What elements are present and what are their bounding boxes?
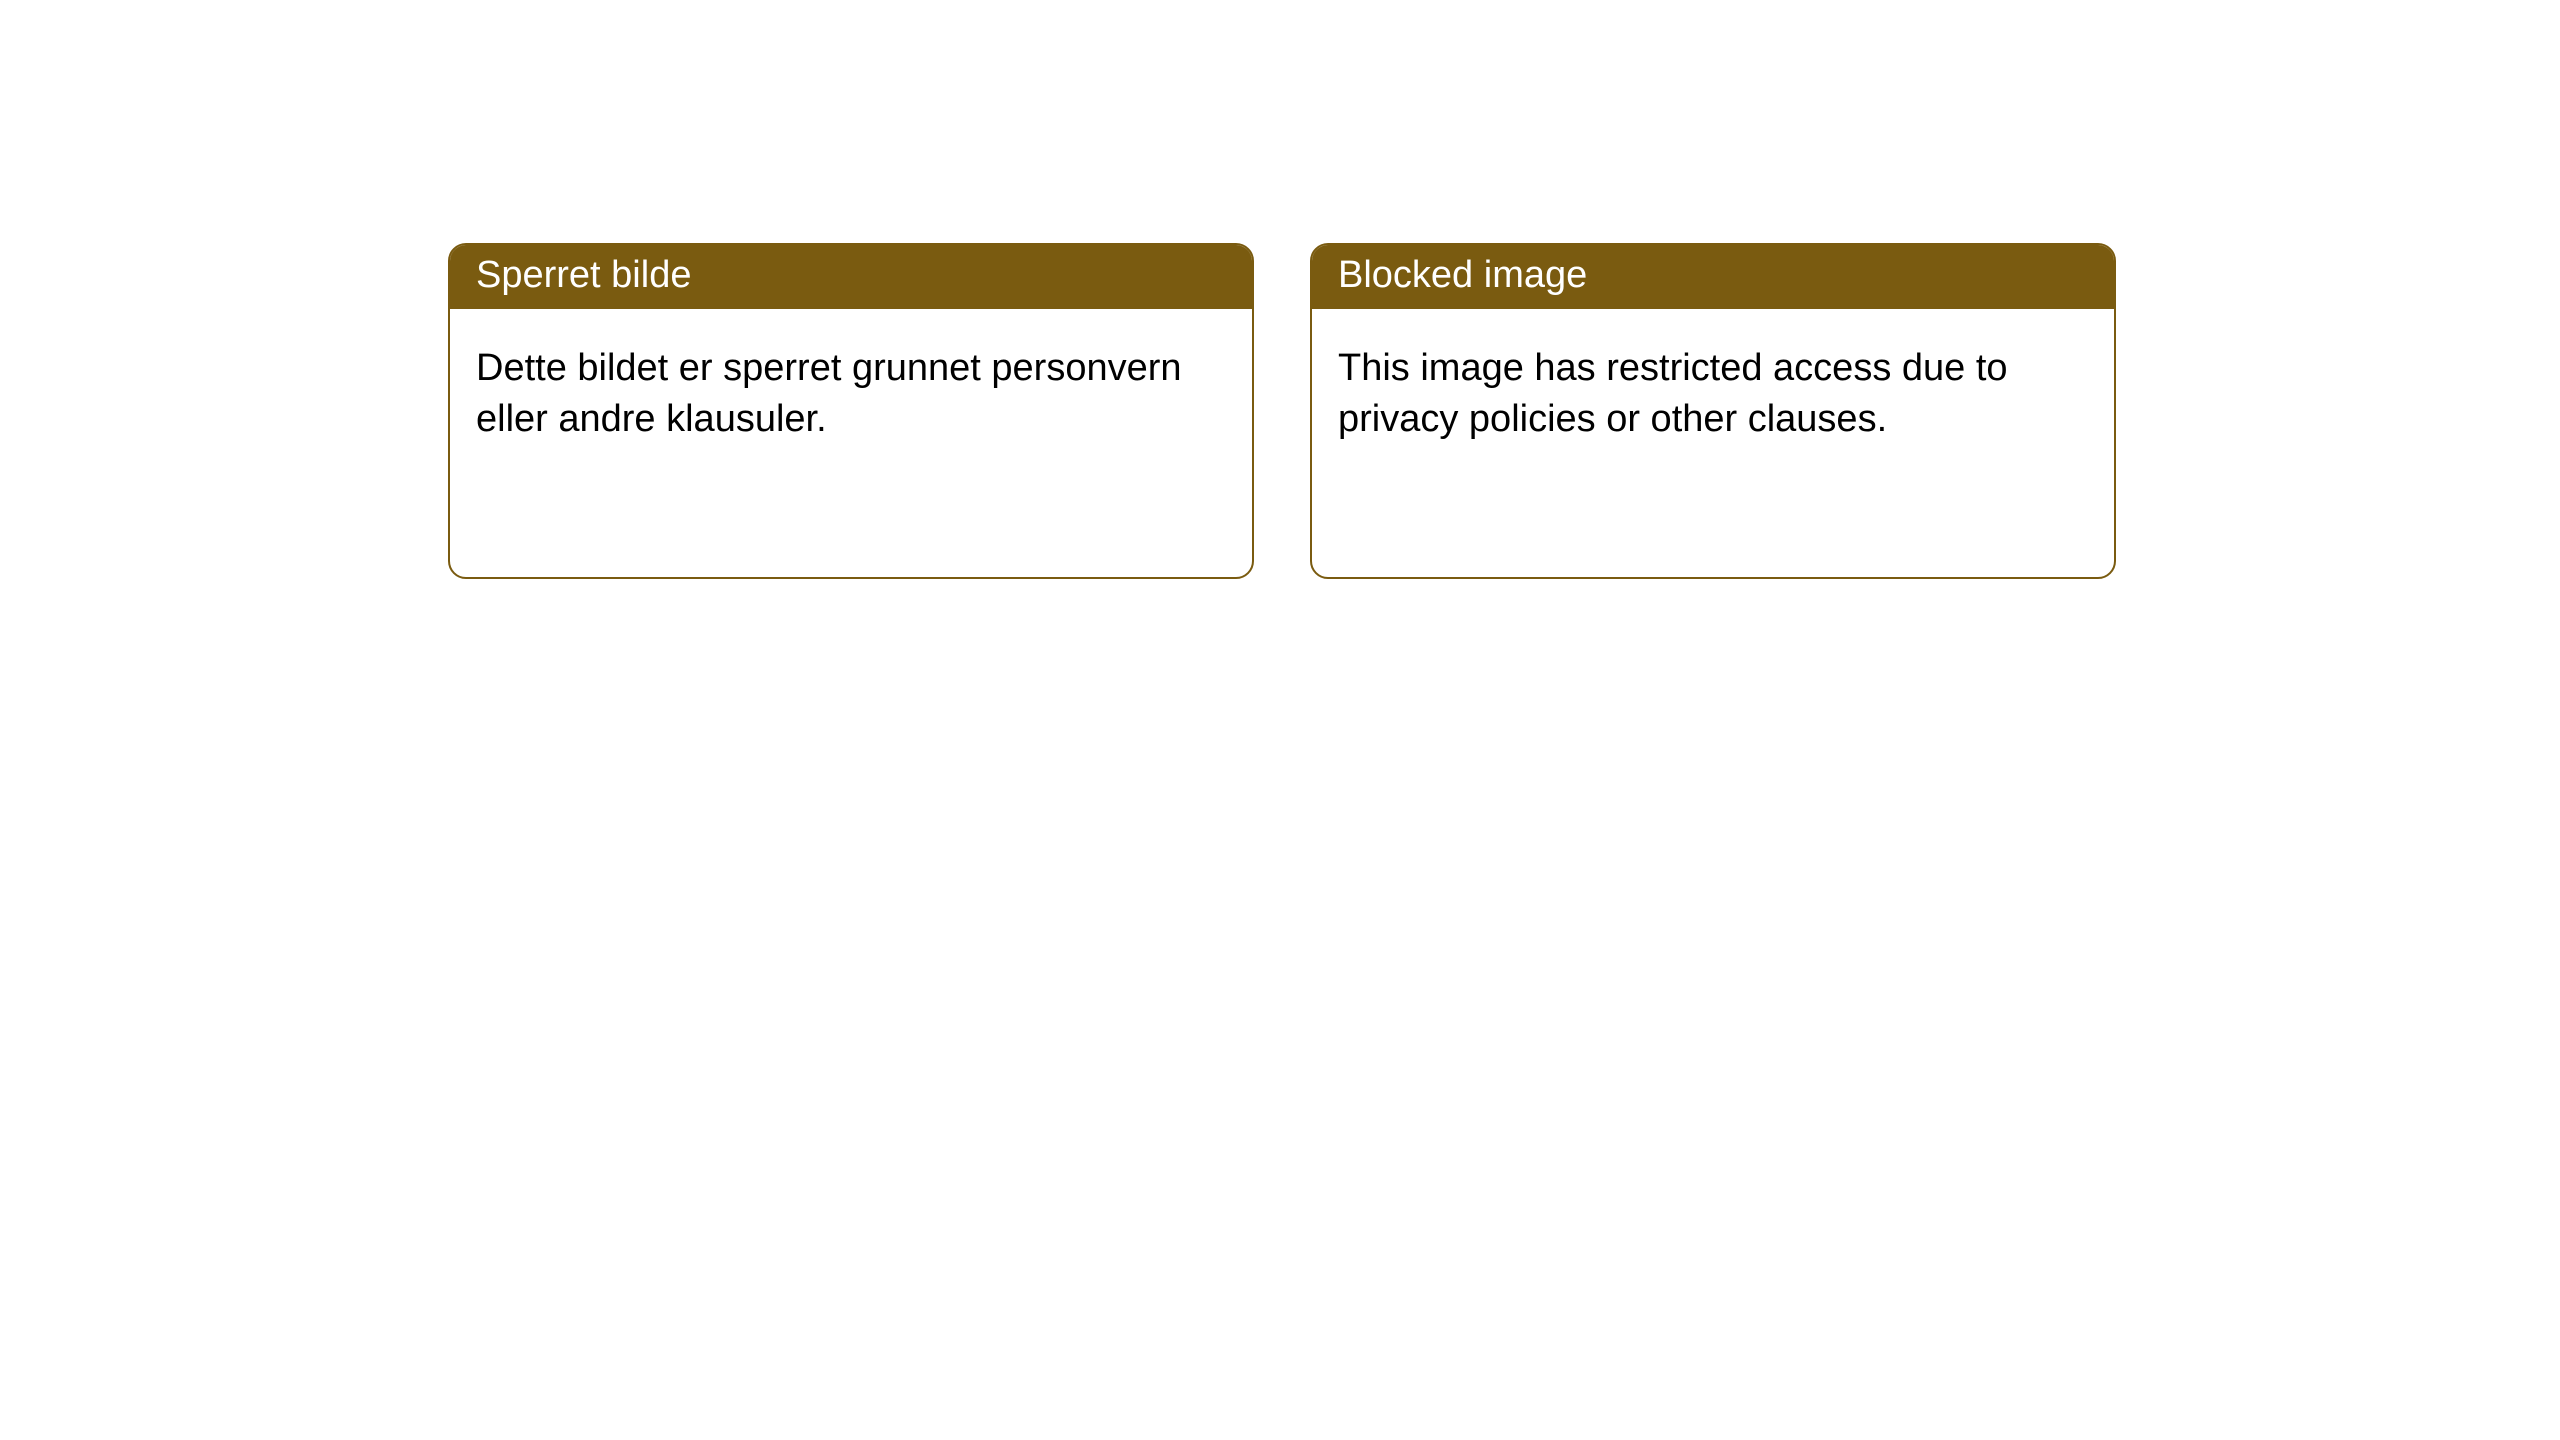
card-body-text: Dette bildet er sperret grunnet personve… bbox=[476, 347, 1182, 440]
card-body: This image has restricted access due to … bbox=[1312, 309, 2114, 480]
blocked-image-card-en: Blocked image This image has restricted … bbox=[1310, 243, 2116, 579]
blocked-image-card-no: Sperret bilde Dette bildet er sperret gr… bbox=[448, 243, 1254, 579]
card-header: Sperret bilde bbox=[450, 245, 1252, 309]
card-title: Sperret bilde bbox=[476, 254, 691, 296]
card-body: Dette bildet er sperret grunnet personve… bbox=[450, 309, 1252, 480]
card-header: Blocked image bbox=[1312, 245, 2114, 309]
notice-container: Sperret bilde Dette bildet er sperret gr… bbox=[0, 0, 2560, 579]
card-title: Blocked image bbox=[1338, 254, 1587, 296]
card-body-text: This image has restricted access due to … bbox=[1338, 347, 2008, 440]
